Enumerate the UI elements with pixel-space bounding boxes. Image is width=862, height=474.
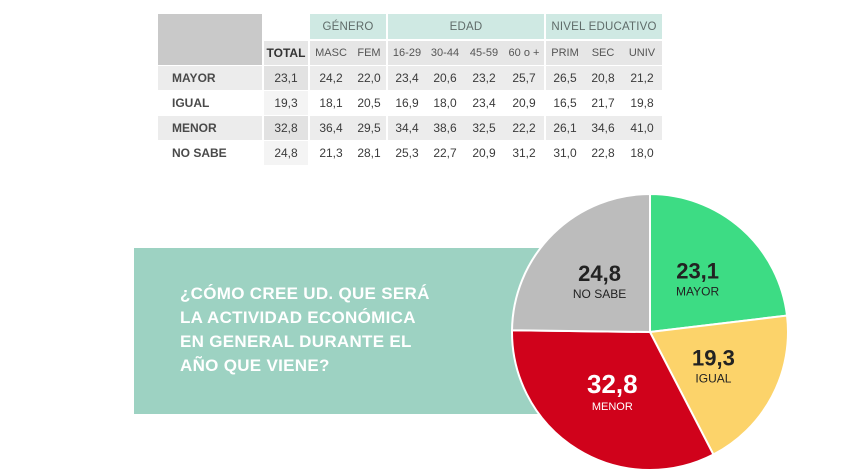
- group-header: EDAD: [388, 14, 544, 39]
- table-cell: 22,7: [426, 141, 464, 165]
- table-cell: 21,3: [310, 141, 352, 165]
- table-cell: 23,2: [464, 66, 504, 90]
- table-cell: 16,5: [546, 91, 584, 115]
- pie-category-label: MENOR: [592, 401, 633, 413]
- question-banner: [134, 248, 574, 414]
- table-cell: 20,5: [352, 91, 386, 115]
- table-cell: 18,0: [622, 141, 662, 165]
- table-cell: 26,5: [546, 66, 584, 90]
- pie-slice-mayor: [649, 192, 789, 334]
- table-cell: 21,7: [584, 91, 622, 115]
- group-header: NIVEL EDUCATIVO: [546, 14, 662, 39]
- column-header: SEC: [584, 41, 622, 65]
- group-header: GÉNERO: [310, 14, 386, 39]
- pie-value-label: 23,1: [676, 258, 719, 283]
- table-cell: 24,8: [264, 141, 308, 165]
- table-cell: 28,1: [352, 141, 386, 165]
- pie-slice-menor: [511, 329, 715, 471]
- table-cell: 23,4: [464, 91, 504, 115]
- question-text: ¿CÓMO CREE UD. QUE SERÁ LA ACTIVIDAD ECO…: [180, 282, 480, 378]
- column-header: PRIM: [546, 41, 584, 65]
- column-header: TOTAL: [264, 41, 308, 65]
- table-cell: 31,0: [546, 141, 584, 165]
- table-cell: 34,4: [388, 116, 426, 140]
- pie-slice-igual: [648, 314, 789, 456]
- table-cell: 21,2: [622, 66, 662, 90]
- table-cell: 38,6: [426, 116, 464, 140]
- pie-value-label: 24,8: [578, 261, 621, 286]
- column-header: 16-29: [388, 41, 426, 65]
- table-cell: 22,2: [504, 116, 544, 140]
- question-line: EN GENERAL DURANTE EL: [180, 332, 412, 351]
- table-cell: 19,3: [264, 91, 308, 115]
- column-header: 60 o +: [504, 41, 544, 65]
- table-cell: 23,4: [388, 66, 426, 90]
- pie-category-label: MAYOR: [676, 284, 719, 298]
- table-cell: 20,9: [504, 91, 544, 115]
- table-cell: 22,0: [352, 66, 386, 90]
- question-line: LA ACTIVIDAD ECONÓMICA: [180, 308, 416, 327]
- column-header: 45-59: [464, 41, 504, 65]
- row-label: IGUAL: [158, 91, 262, 115]
- table-cell: 31,2: [504, 141, 544, 165]
- table-corner: [158, 14, 262, 65]
- table-cell: 16,9: [388, 91, 426, 115]
- table-cell: 23,1: [264, 66, 308, 90]
- pie-category-label: NO SABE: [573, 287, 626, 301]
- table-cell: 32,8: [264, 116, 308, 140]
- table-cell: 19,8: [622, 91, 662, 115]
- pie-category-label: IGUAL: [695, 372, 731, 386]
- table-cell: 25,7: [504, 66, 544, 90]
- pie-slice-no-sabe: [510, 192, 651, 334]
- table-cell: 36,4: [310, 116, 352, 140]
- table-cell: 20,9: [464, 141, 504, 165]
- column-header: FEM: [352, 41, 386, 65]
- table-cell: 34,6: [584, 116, 622, 140]
- table-cell: 41,0: [622, 116, 662, 140]
- table-cell: 32,5: [464, 116, 504, 140]
- question-line: AÑO QUE VIENE?: [180, 356, 330, 375]
- pie-value-label: 32,8: [587, 369, 638, 399]
- table-cell: 25,3: [388, 141, 426, 165]
- column-header: 30-44: [426, 41, 464, 65]
- table-cell: 18,0: [426, 91, 464, 115]
- table-cell: 20,6: [426, 66, 464, 90]
- row-label: MAYOR: [158, 66, 262, 90]
- row-label: NO SABE: [158, 141, 262, 165]
- column-header: UNIV: [622, 41, 662, 65]
- table-cell: 18,1: [310, 91, 352, 115]
- row-label: MENOR: [158, 116, 262, 140]
- table-cell: 24,2: [310, 66, 352, 90]
- table-cell: 26,1: [546, 116, 584, 140]
- pie-value-label: 19,3: [692, 346, 735, 371]
- table-cell: 20,8: [584, 66, 622, 90]
- table-cell: 22,8: [584, 141, 622, 165]
- table-cell: 29,5: [352, 116, 386, 140]
- column-header: MASC: [310, 41, 352, 65]
- question-line: ¿CÓMO CREE UD. QUE SERÁ: [180, 284, 430, 303]
